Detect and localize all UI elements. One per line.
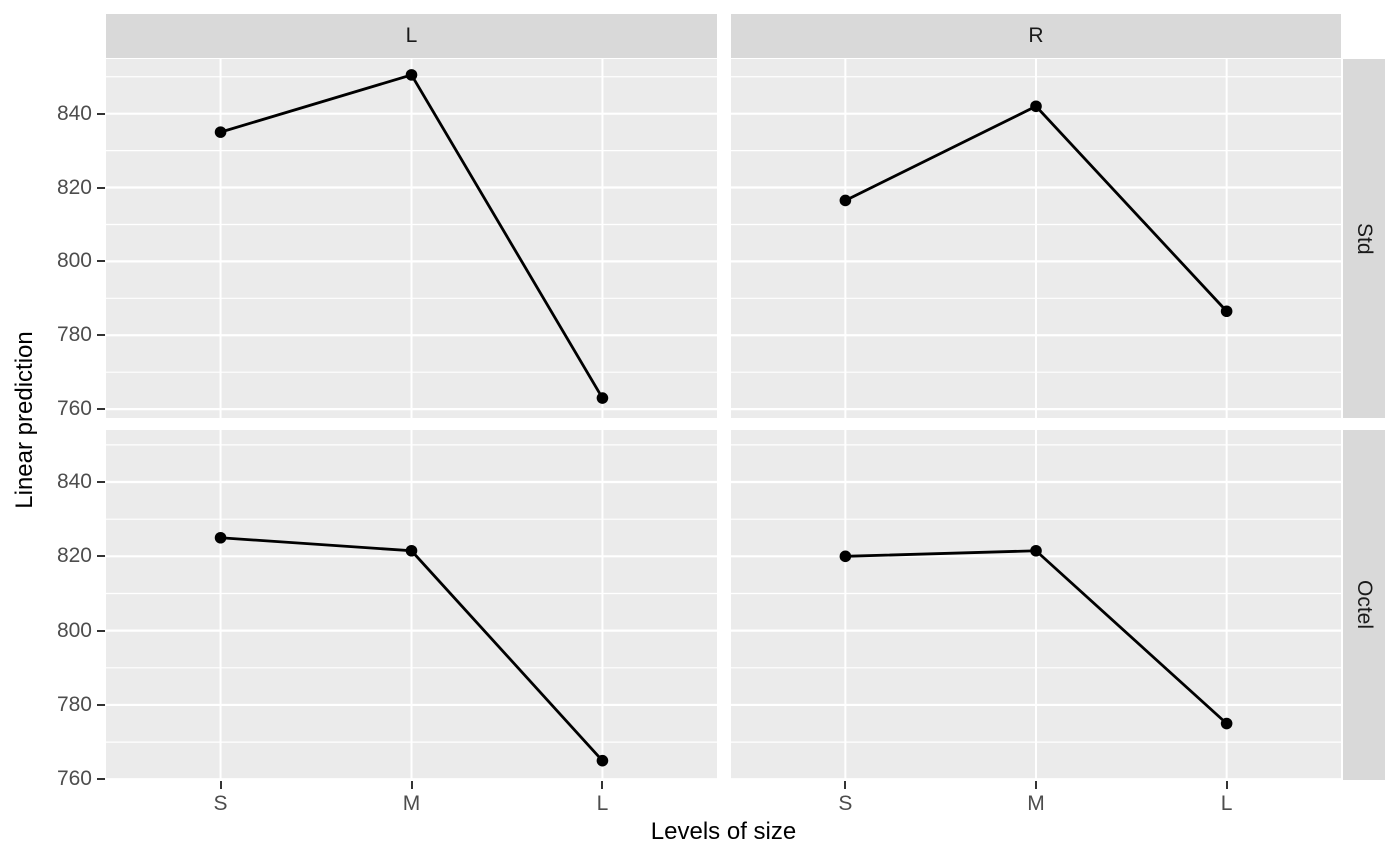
y-tick-mark	[97, 260, 105, 263]
data-point-octel-l-m	[405, 544, 418, 557]
facet-column-label-l: L	[405, 24, 418, 47]
y-tick-label: 780	[56, 323, 92, 347]
data-point-std-l-l	[596, 392, 609, 404]
facet-column-strip-l: L	[106, 14, 717, 58]
y-tick-mark	[97, 555, 105, 558]
x-tick-label: M	[1027, 792, 1045, 815]
panel-canvas-std-l	[106, 59, 717, 418]
panel-canvas-octel-l	[106, 430, 717, 780]
y-tick-label: 760	[56, 767, 92, 791]
data-point-std-l-s	[214, 126, 227, 138]
facet-column-strip-r: R	[731, 14, 1341, 58]
facet-row-label-octel: Octel	[1353, 580, 1376, 630]
x-tick-mark	[1225, 781, 1228, 789]
data-point-std-l-m	[405, 69, 418, 81]
y-tick-label: 840	[56, 101, 92, 125]
x-tick-mark	[1035, 781, 1037, 789]
y-tick-mark	[97, 186, 105, 189]
x-tick-label: S	[838, 792, 853, 815]
y-tick-mark	[97, 629, 105, 632]
x-tick-mark	[219, 781, 222, 789]
x-tick-label: L	[1220, 792, 1233, 815]
y-tick-mark	[97, 481, 105, 484]
panel-std-l	[106, 59, 717, 418]
data-point-octel-l-l	[596, 754, 609, 767]
data-point-std-r-l	[1220, 305, 1233, 318]
y-tick-label: 820	[56, 175, 92, 199]
data-point-std-r-s	[839, 194, 852, 207]
panel-octel-r	[731, 430, 1341, 780]
data-point-octel-r-m	[1030, 544, 1042, 557]
facet-row-strip-std: Std	[1343, 59, 1385, 418]
y-tick-mark	[97, 334, 105, 337]
y-tick-mark	[97, 778, 105, 781]
y-tick-label: 760	[56, 397, 92, 421]
y-tick-label: 800	[56, 249, 92, 273]
y-tick-label: 780	[56, 692, 92, 716]
x-tick-mark	[601, 781, 604, 789]
panel-canvas-std-r	[731, 59, 1341, 418]
facet-column-label-r: R	[1028, 24, 1044, 47]
x-tick-mark	[410, 781, 413, 789]
y-tick-mark	[97, 703, 105, 706]
y-tick-mark	[97, 408, 105, 411]
data-point-octel-r-l	[1220, 717, 1233, 730]
panel-octel-l	[106, 430, 717, 780]
x-tick-label: M	[402, 792, 421, 815]
y-tick-mark	[97, 112, 105, 115]
data-point-octel-l-s	[214, 531, 227, 544]
data-point-octel-r-s	[839, 550, 852, 563]
facet-row-label-std: Std	[1353, 222, 1376, 255]
x-axis-title: Levels of size	[650, 818, 797, 845]
data-point-std-r-m	[1030, 100, 1042, 113]
y-tick-label: 820	[56, 544, 92, 568]
x-tick-label: S	[213, 792, 228, 815]
x-tick-label: L	[596, 792, 609, 815]
x-tick-mark	[844, 781, 847, 789]
panel-std-r	[731, 59, 1341, 418]
y-tick-label: 800	[56, 618, 92, 642]
y-tick-label: 840	[56, 470, 92, 494]
facet-row-strip-octel: Octel	[1343, 430, 1385, 780]
panel-canvas-octel-r	[731, 430, 1341, 780]
